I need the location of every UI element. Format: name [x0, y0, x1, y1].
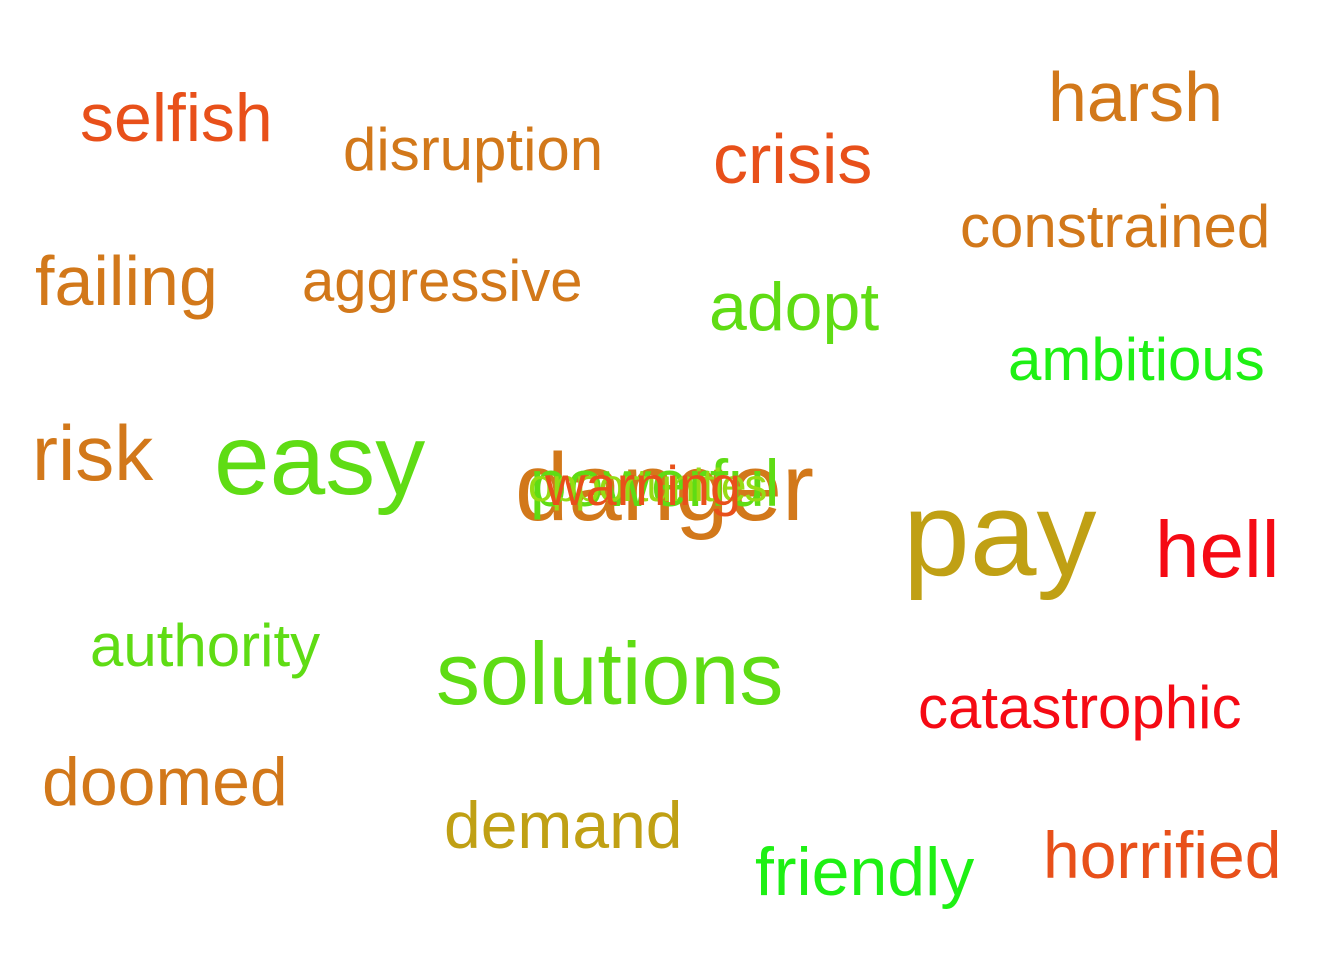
word-selfish: selfish — [80, 80, 273, 156]
word-aggressive: aggressive — [302, 249, 583, 314]
word-disruption: disruption — [343, 116, 604, 183]
word-risk: risk — [32, 409, 154, 497]
word-horrified: horrified — [1043, 818, 1282, 892]
word-opportunities: opportunities — [528, 459, 767, 511]
word-friendly: friendly — [755, 834, 975, 910]
word-easy: easy — [214, 404, 426, 516]
word-harsh: harsh — [1048, 58, 1224, 136]
word-authority: authority — [90, 612, 321, 679]
word-danger: danger — [515, 434, 814, 541]
word-doomed: doomed — [42, 744, 288, 820]
word-catastrophic: catastrophic — [918, 674, 1242, 741]
word-warning: warning — [545, 454, 742, 517]
word-failing: failing — [35, 242, 218, 320]
word-ambitious: ambitious — [1008, 326, 1265, 393]
word-adopt: adopt — [709, 269, 880, 345]
word-constrained: constrained — [960, 193, 1271, 260]
word-powerful: powerful — [530, 446, 780, 520]
word-demand: demand — [444, 788, 683, 862]
word-crisis: crisis — [713, 120, 873, 198]
word-hell: hell — [1155, 505, 1280, 594]
word-solutions: solutions — [436, 624, 784, 723]
word-pay: pay — [903, 467, 1097, 601]
